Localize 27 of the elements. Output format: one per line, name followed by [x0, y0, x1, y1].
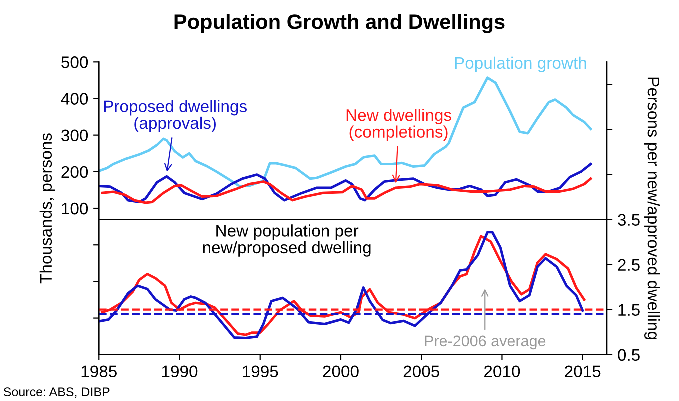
x-tick-label: 1995 — [243, 366, 278, 378]
x-tick-label: 2010 — [484, 366, 520, 378]
y2-tick-label: 3.5 — [618, 214, 640, 226]
source-note: Source: ABS, DIBP — [4, 388, 110, 398]
line-series — [101, 178, 592, 204]
y-tick-label: 300 — [62, 130, 88, 142]
chart-title: Population Growth and Dwellings — [174, 14, 505, 34]
y-axis-title: Thousands, persons — [40, 134, 56, 284]
y-tick-label: 100 — [62, 202, 88, 215]
x-tick-label: 1990 — [162, 366, 198, 378]
x-tick-label: 1985 — [82, 366, 117, 378]
x-tick-label: 2005 — [404, 366, 440, 378]
y2-tick-label: 1.5 — [618, 304, 640, 316]
annotation: New population per new/proposed dwelling — [203, 224, 371, 257]
x-tick-label: 2015 — [565, 366, 601, 378]
y2-tick-label: 0.5 — [618, 349, 640, 362]
text: New dwellings (completions) — [346, 108, 452, 142]
x-tick-label: 2000 — [323, 366, 359, 378]
y2-tick-label: 2.5 — [618, 259, 640, 272]
y-tick-label: 400 — [61, 93, 88, 105]
y-tick-label: 200 — [62, 166, 88, 178]
line-series — [99, 76, 592, 188]
y-tick-label: 500 — [62, 56, 88, 68]
annotation: Pre-2006 average — [425, 336, 546, 350]
y2-axis-title: Persons per new/approved dwelling — [644, 78, 660, 340]
text: Proposed dwellings (approvals) — [104, 100, 247, 132]
series-label: Population growth — [455, 56, 586, 72]
